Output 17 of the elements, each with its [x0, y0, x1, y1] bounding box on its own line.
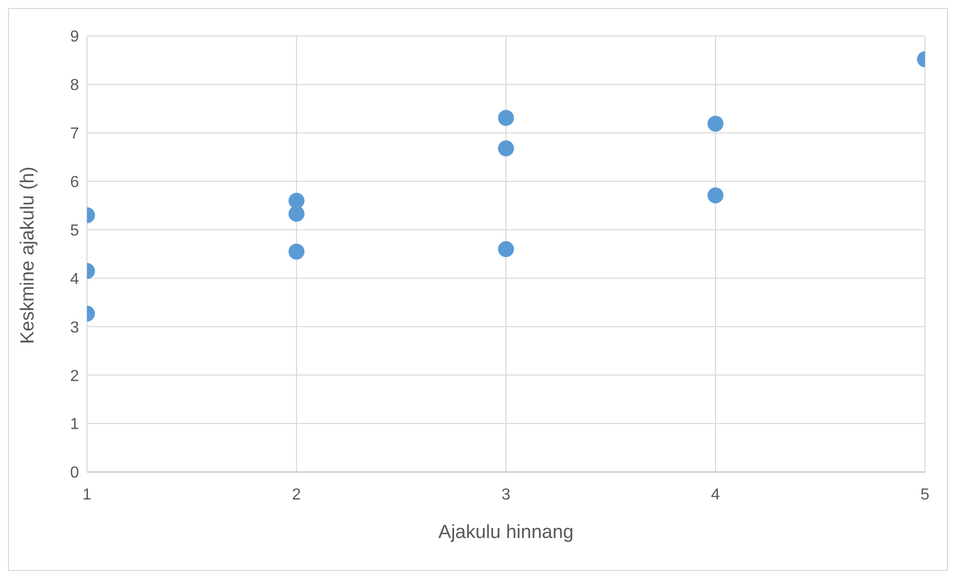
- x-tick-label: 5: [920, 486, 930, 504]
- x-tick-label: 2: [292, 486, 302, 504]
- y-tick-label: 6: [70, 174, 80, 192]
- y-tick-label: 3: [70, 319, 80, 336]
- x-tick-label: 4: [711, 486, 720, 504]
- x-tick-label: 3: [502, 486, 511, 504]
- y-tick-label: 8: [70, 77, 80, 94]
- y-tick-label: 2: [70, 368, 80, 385]
- y-axis-title: Keskmine ajakulu (h): [18, 166, 39, 344]
- y-tick-label: 4: [70, 270, 80, 288]
- y-tick-label: 1: [70, 416, 80, 434]
- y-tick-label: 9: [70, 28, 80, 46]
- x-tick-label: 1: [82, 486, 92, 504]
- y-tick-label: 0: [70, 464, 80, 482]
- x-axis-title: Ajakulu hinnang: [438, 522, 574, 543]
- y-tick-label: 7: [70, 126, 80, 143]
- y-tick-label: 5: [70, 222, 80, 240]
